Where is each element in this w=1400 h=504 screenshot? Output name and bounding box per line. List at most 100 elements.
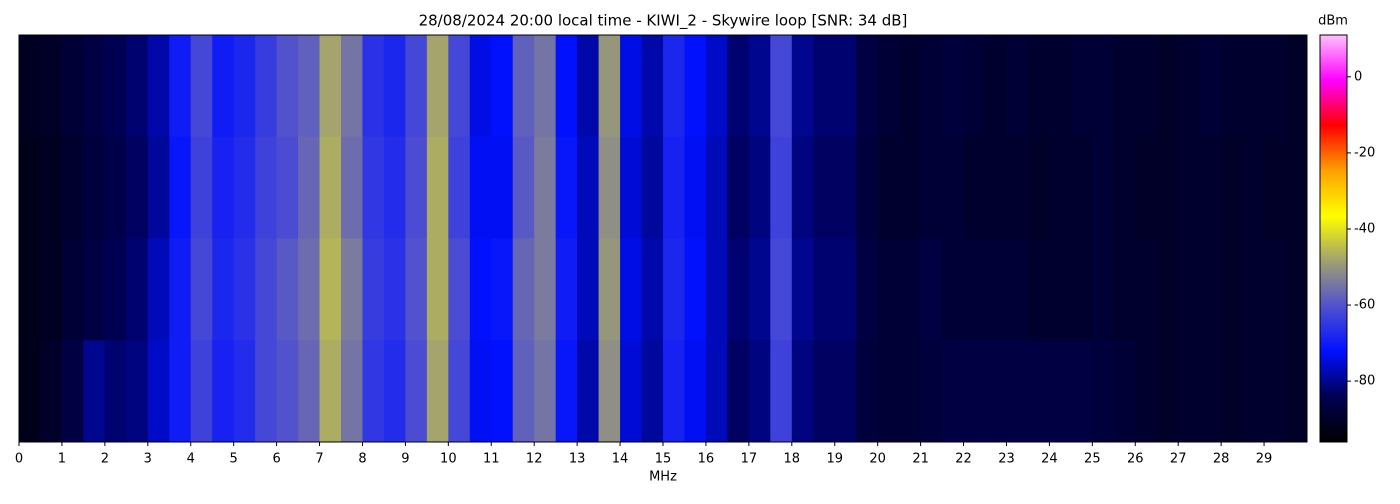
heatmap-cell (19, 340, 41, 443)
heatmap-cell (40, 238, 63, 341)
heatmap-cell (684, 136, 707, 239)
x-tick-label: 24 (1041, 452, 1058, 467)
heatmap-cell (598, 238, 621, 341)
heatmap-cell (834, 136, 857, 239)
heatmap-cell (899, 136, 922, 239)
heatmap-cell (1264, 136, 1287, 239)
x-tick-label: 21 (912, 452, 929, 467)
heatmap-cell (555, 238, 578, 341)
colorbar-tick-label: -40 (1354, 221, 1375, 236)
heatmap-cell (1199, 238, 1222, 341)
colorbar-tick-label: -20 (1354, 145, 1375, 160)
colorbar-tick-label: -60 (1354, 298, 1375, 313)
heatmap-cell (255, 35, 278, 138)
heatmap-cell (126, 136, 149, 239)
heatmap-cell (362, 136, 385, 239)
heatmap-cell (1113, 340, 1136, 443)
x-tick-label: 26 (1127, 452, 1144, 467)
heatmap-cell (40, 35, 63, 138)
heatmap-cell (877, 238, 900, 341)
heatmap-cell (233, 35, 256, 138)
heatmap-cell (1049, 238, 1072, 341)
heatmap-cell (19, 238, 41, 341)
heatmap-cell (577, 340, 600, 443)
heatmap-cell (1178, 238, 1201, 341)
heatmap-cell (298, 35, 321, 138)
heatmap-cell (770, 238, 793, 341)
heatmap-cell (1135, 238, 1158, 341)
heatmap-cell (1092, 35, 1115, 138)
heatmap-cell (212, 340, 235, 443)
heatmap-cell (1221, 35, 1244, 138)
heatmap-cell (448, 340, 471, 443)
heatmap-cell (169, 35, 192, 138)
heatmap-cell (1027, 136, 1050, 239)
heatmap-cell (512, 238, 535, 341)
heatmap-cell (1049, 136, 1072, 239)
heatmap-cell (1221, 136, 1244, 239)
heatmap-cell (1027, 340, 1050, 443)
heatmap-cell (1221, 238, 1244, 341)
x-tick-label: 27 (1170, 452, 1187, 467)
heatmap-cell (383, 238, 406, 341)
heatmap-cell (770, 35, 793, 138)
heatmap-cell (727, 238, 750, 341)
heatmap-cell (899, 340, 922, 443)
heatmap-cell (512, 136, 535, 239)
heatmap-cell (255, 136, 278, 239)
heatmap-cell (663, 340, 685, 443)
heatmap-cell (1006, 136, 1029, 239)
heatmap-cell (383, 35, 406, 138)
heatmap-cell (856, 136, 879, 239)
heatmap-cell (233, 136, 256, 239)
heatmap-cell (1285, 136, 1308, 239)
heatmap-cell (577, 35, 600, 138)
heatmap-cell (555, 136, 578, 239)
x-tick-label: 12 (526, 452, 543, 467)
heatmap-cell (534, 238, 557, 341)
x-tick-label: 23 (998, 452, 1015, 467)
chart-title: 28/08/2024 20:00 local time - KIWI_2 - S… (419, 12, 908, 31)
heatmap-cell (448, 35, 471, 138)
x-tick-label: 3 (144, 452, 152, 467)
heatmap-cell (276, 35, 299, 138)
heatmap-cell (1006, 238, 1029, 341)
heatmap-cell (147, 35, 170, 138)
heatmap-cell (1264, 340, 1287, 443)
heatmap-cell (1199, 136, 1222, 239)
x-tick-label: 11 (483, 452, 500, 467)
heatmap-cell (877, 136, 900, 239)
heatmap-cell (641, 238, 664, 341)
colorbar-tick-label: 0 (1354, 69, 1362, 84)
heatmap-cell (276, 340, 299, 443)
heatmap-cell (1285, 238, 1308, 341)
heatmap-cell (598, 340, 621, 443)
heatmap-cell (620, 238, 643, 341)
heatmap-cell (748, 35, 771, 138)
x-tick-label: 25 (1084, 452, 1101, 467)
heatmap-cell (426, 238, 449, 341)
heatmap-cell (233, 340, 256, 443)
heatmap-cell (985, 238, 1007, 341)
heatmap-cell (405, 35, 428, 138)
heatmap-cell (190, 238, 213, 341)
x-tick-label: 10 (440, 452, 457, 467)
heatmap-cell (298, 340, 321, 443)
x-tick-label: 2 (101, 452, 109, 467)
heatmap-cell (963, 340, 986, 443)
heatmap-cell (298, 238, 321, 341)
heatmap-cell (555, 340, 578, 443)
heatmap-cell (1156, 238, 1179, 341)
x-tick-label: 16 (698, 452, 715, 467)
heatmap-cell (362, 238, 385, 341)
heatmap-cell (40, 340, 63, 443)
heatmap-cell (856, 340, 879, 443)
heatmap-cell (620, 136, 643, 239)
heatmap-cell (341, 238, 363, 341)
heatmap-cell (1156, 136, 1179, 239)
heatmap-cell (705, 340, 728, 443)
x-tick-label: 9 (401, 452, 409, 467)
heatmap-cell (212, 35, 235, 138)
heatmap-cell (1070, 136, 1093, 239)
heatmap-cell (770, 136, 793, 239)
